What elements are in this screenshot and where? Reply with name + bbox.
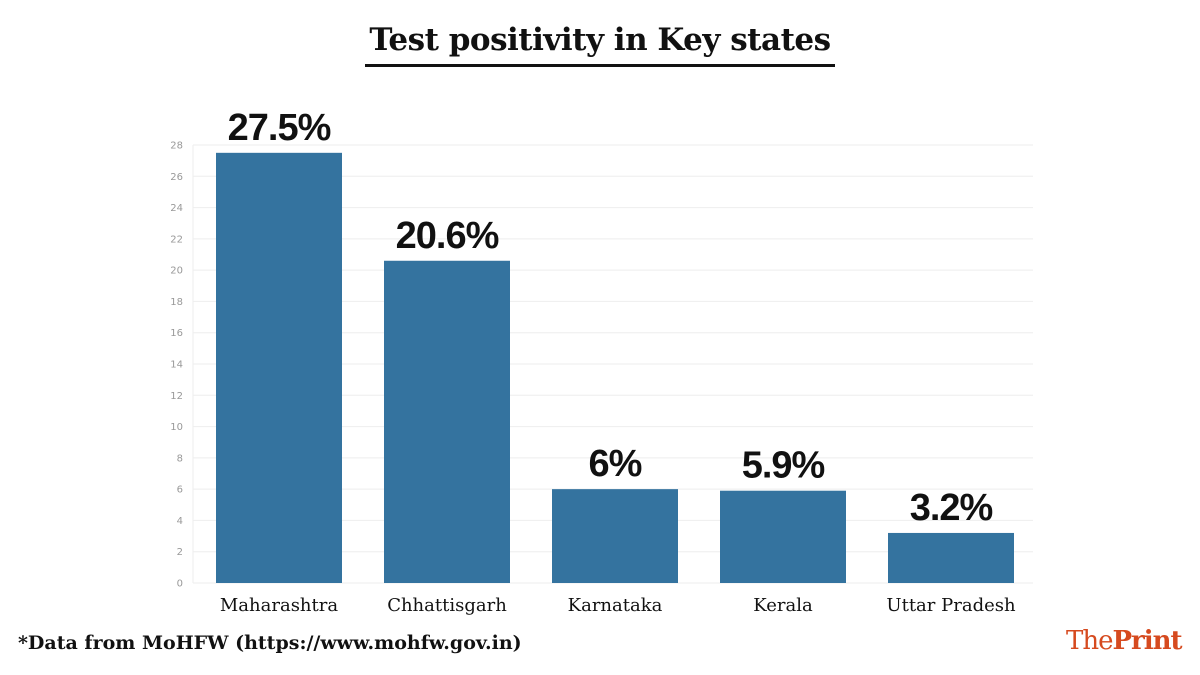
- x-tick-label: Chhattisgarh: [387, 595, 507, 616]
- bar-chhattisgarh: [384, 260, 510, 583]
- y-tick-label: 6: [177, 485, 183, 496]
- y-tick-label: 20: [170, 266, 183, 277]
- y-tick-label: 14: [170, 360, 183, 371]
- logo-part2: Print: [1112, 626, 1182, 656]
- y-tick-label: 10: [170, 422, 183, 433]
- data-label: 5.9%: [742, 445, 825, 487]
- bar-kerala: [720, 490, 846, 583]
- data-label: 3.2%: [910, 487, 993, 529]
- source-footnote: *Data from MoHFW (https://www.mohfw.gov.…: [18, 632, 522, 654]
- x-tick-label: Uttar Pradesh: [886, 595, 1016, 616]
- bar-uttar-pradesh: [888, 532, 1014, 583]
- bar-karnataka: [552, 489, 678, 583]
- y-tick-label: 16: [170, 328, 183, 339]
- y-tick-label: 22: [170, 234, 183, 245]
- x-tick-label: Maharashtra: [220, 595, 338, 616]
- y-tick-label: 2: [177, 547, 183, 558]
- y-tick-label: 26: [170, 172, 183, 183]
- x-tick-label: Karnataka: [568, 595, 663, 616]
- data-label: 20.6%: [396, 215, 499, 257]
- x-tick-label: Kerala: [753, 595, 813, 616]
- chart-title-text: Test positivity in Key states: [365, 22, 835, 67]
- y-tick-label: 0: [177, 579, 183, 590]
- chart-title: Test positivity in Key states: [0, 22, 1200, 67]
- y-tick-label: 8: [177, 453, 183, 464]
- y-tick-label: 28: [170, 141, 183, 152]
- data-label: 6%: [589, 443, 642, 485]
- y-tick-label: 12: [170, 391, 183, 402]
- y-tick-label: 18: [170, 297, 183, 308]
- y-tick-label: 24: [170, 203, 183, 214]
- data-label: 27.5%: [228, 107, 331, 149]
- bar-maharashtra: [216, 152, 342, 584]
- y-tick-label: 4: [177, 516, 183, 527]
- logo-part1: The: [1066, 626, 1113, 656]
- theprint-logo: ThePrint: [1066, 626, 1183, 656]
